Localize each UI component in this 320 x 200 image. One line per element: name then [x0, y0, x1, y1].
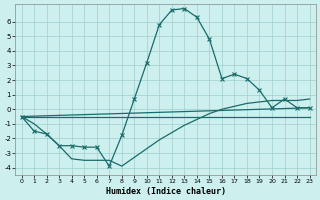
X-axis label: Humidex (Indice chaleur): Humidex (Indice chaleur) — [106, 187, 226, 196]
